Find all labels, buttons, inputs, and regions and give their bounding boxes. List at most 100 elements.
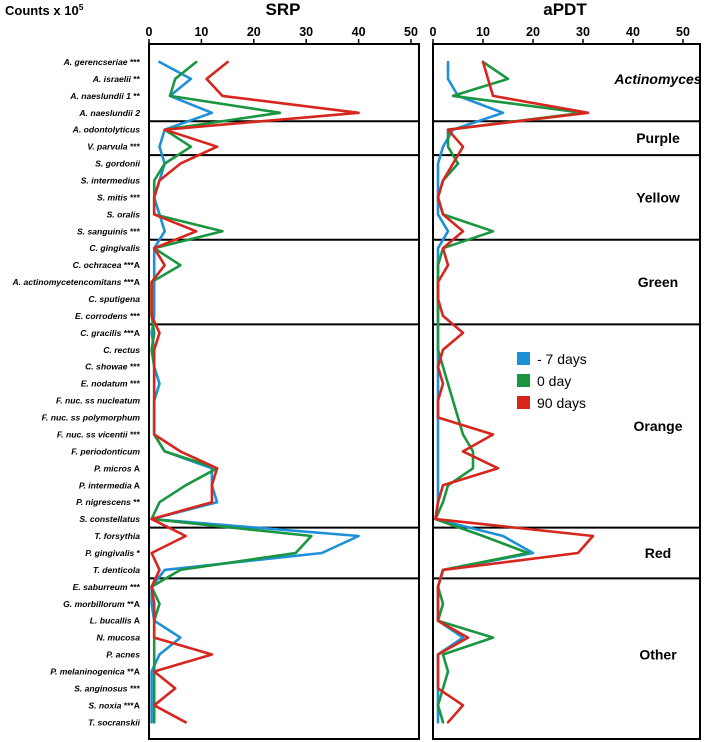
species-label-f-nuc-ss-nucleatum: F. nuc. ss nucleatum — [56, 396, 140, 406]
species-name: E. saburreum — [73, 582, 128, 592]
species-label-s-gordonii: S. gordonii — [95, 159, 140, 169]
group-label-green: Green — [638, 274, 678, 290]
species-label-l-bucallis: L. bucallis A — [90, 616, 140, 626]
species-name: A. gerencseriae — [63, 57, 128, 67]
tick-label-apdt-40: 40 — [626, 25, 640, 39]
species-label-c-ochracea: C. ochracea ***A — [73, 260, 140, 270]
species-label-a-naeslundii-2: A. naeslundii 2 — [78, 108, 140, 118]
species-name: P. nigrescens — [76, 497, 131, 507]
species-label-p-acnes: P. acnes — [106, 650, 140, 660]
panel-srp: SRP 0 10 20 30 40 50 — [146, 0, 420, 740]
species-name: F. nuc. ss vicentii — [57, 429, 128, 439]
species-name: S. mitis — [97, 192, 128, 202]
panel-title-apdt: aPDT — [543, 0, 587, 19]
species-label-p-melaninogenica: P. melaninogenica **A — [50, 666, 140, 676]
tick-label-srp-10: 10 — [194, 25, 208, 39]
species-name: S. intermedius — [81, 176, 140, 186]
species-name: P. acnes — [106, 650, 140, 660]
species-name: E. corrodens — [75, 311, 128, 321]
legend-label-0-day: 0 day — [537, 373, 571, 389]
significance-mark: *** — [128, 311, 141, 321]
tick-label-srp-30: 30 — [299, 25, 313, 39]
species-label-p-gingivalis: P. gingivalis * — [85, 548, 140, 558]
species-label-e-corrodens: E. corrodens *** — [75, 311, 141, 321]
species-name: S. anginosus — [74, 683, 128, 693]
species-name: N. mucosa — [97, 633, 141, 643]
significance-mark: *** — [128, 582, 141, 592]
species-label-c-rectus: C. rectus — [103, 345, 140, 355]
species-label-t-forsythia: T. forsythia — [94, 531, 140, 541]
group-label-orange: Orange — [633, 418, 682, 434]
species-label-e-saburreum: E. saburreum *** — [73, 582, 141, 592]
species-label-s-sanguinis: S. sanguinis *** — [77, 226, 141, 236]
significance-mark: ***A — [121, 260, 140, 270]
tick-label-srp-40: 40 — [352, 25, 366, 39]
significance-mark: **A — [125, 599, 140, 609]
species-name: C. gracilis — [80, 328, 121, 338]
species-name: S. constellatus — [79, 514, 140, 524]
species-name: T. denticola — [93, 565, 140, 575]
species-name: S. noxia — [88, 700, 121, 710]
legend-swatch-90-days — [517, 396, 530, 409]
species-label-a-israelii: A. israelii ** — [92, 74, 141, 84]
species-label-g-morbillorum: G. morbillorum **A — [63, 599, 140, 609]
species-label-t-denticola: T. denticola — [93, 565, 140, 575]
significance-mark: ** — [131, 497, 141, 507]
species-name: G. morbillorum — [63, 599, 125, 609]
species-name: A. actinomycetencomitans — [11, 277, 121, 287]
species-name: F. nuc. ss nucleatum — [56, 396, 140, 406]
significance-mark: ** — [131, 91, 141, 101]
significance-mark: A — [132, 616, 140, 626]
species-label-e-nodatum: E. nodatum *** — [81, 379, 141, 389]
tick-label-apdt-50: 50 — [676, 25, 690, 39]
species-label-f-nuc-ss-vicentii: F. nuc. ss vicentii *** — [57, 429, 141, 439]
significance-mark: ** — [131, 74, 141, 84]
species-name: C. sputigena — [88, 294, 140, 304]
species-label-n-mucosa: N. mucosa — [97, 633, 141, 643]
group-label-other: Other — [639, 647, 677, 663]
significance-mark: **A — [125, 666, 140, 676]
significance-mark: *** — [128, 379, 141, 389]
significance-mark: *** — [128, 362, 141, 372]
significance-mark: A — [132, 480, 140, 490]
species-label-s-anginosus: S. anginosus *** — [74, 683, 141, 693]
species-name: V. parvula — [87, 142, 128, 152]
species-label-a-odontolyticus: A. odontolyticus — [72, 125, 141, 135]
species-name: L. bucallis — [90, 616, 132, 626]
species-name: P. gingivalis — [85, 548, 134, 558]
group-labels: Actinomyces Purple Yellow Green Orange Red Oth… — [613, 71, 701, 663]
series-line-srp-7-days — [150, 60, 360, 724]
significance-mark: *** — [128, 683, 141, 693]
group-label-purple: Purple — [636, 130, 680, 146]
species-name: P. melaninogenica — [50, 666, 125, 676]
significance-mark: ***A — [121, 700, 140, 710]
series-line-apdt-90-days — [434, 60, 595, 724]
tick-label-apdt-10: 10 — [476, 25, 490, 39]
species-name: F. nuc. ss polymorphum — [42, 413, 141, 423]
species-name: S. sanguinis — [77, 226, 128, 236]
species-label-f-nuc-ss-polymorphum: F. nuc. ss polymorphum — [42, 413, 141, 423]
species-label-f-periodonticum: F. periodonticum — [71, 446, 140, 456]
legend-label-90-days: 90 days — [537, 395, 586, 411]
group-label-yellow: Yellow — [636, 189, 680, 205]
species-label-c-gingivalis: C. gingivalis — [89, 243, 140, 253]
significance-mark: *** — [128, 226, 141, 236]
tick-label-apdt-20: 20 — [526, 25, 540, 39]
species-name: T. forsythia — [94, 531, 140, 541]
species-label-s-noxia: S. noxia ***A — [88, 700, 140, 710]
significance-mark: ***A — [121, 277, 140, 287]
significance-mark: *** — [128, 192, 141, 202]
significance-mark: ***A — [121, 328, 140, 338]
panel-apdt: aPDT 0 10 20 30 40 50 — [430, 0, 701, 740]
species-name: A. israelii — [92, 74, 132, 84]
panel-title-srp: SRP — [266, 0, 301, 19]
species-label-s-mitis: S. mitis *** — [97, 192, 141, 202]
species-name: T. socranskii — [88, 717, 141, 727]
series-line-apdt-0-day — [434, 60, 585, 724]
species-label-a-gerencseriae: A. gerencseriae *** — [63, 57, 141, 67]
species-label-v-parvula: V. parvula *** — [87, 142, 140, 152]
significance-mark: * — [134, 548, 140, 558]
plot-frame-apdt — [432, 43, 701, 740]
species-name: A. odontolyticus — [72, 125, 141, 135]
